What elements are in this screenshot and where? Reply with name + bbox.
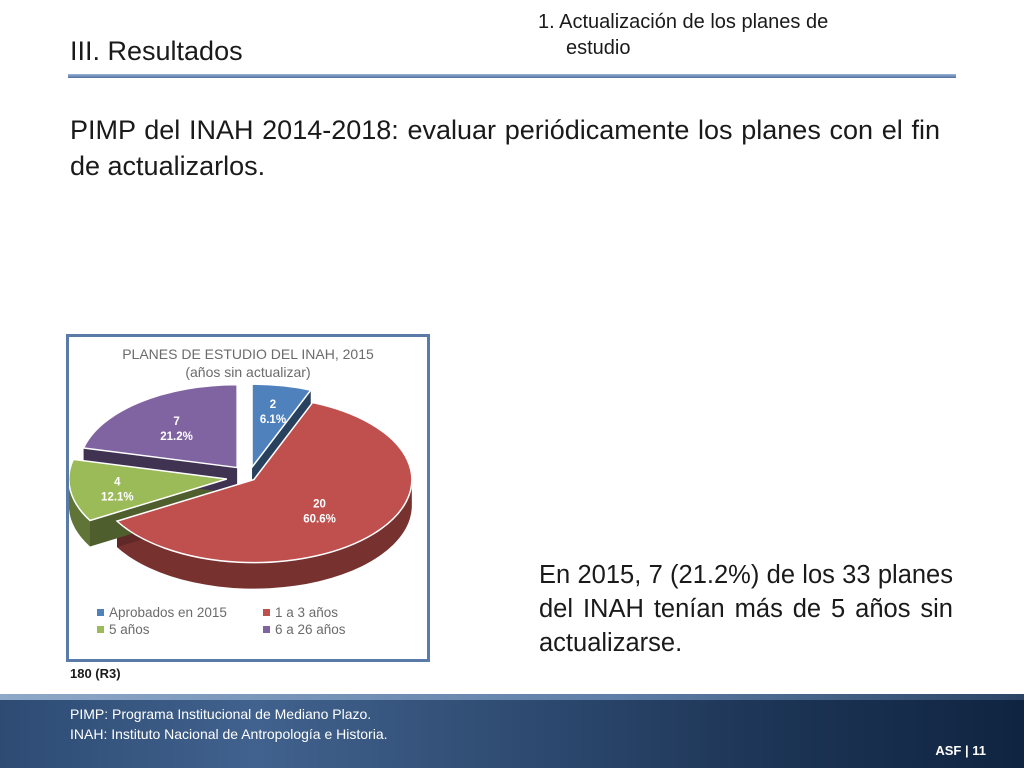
data-label-value-3: 7 <box>173 416 179 428</box>
legend-swatch <box>263 608 270 616</box>
data-label-percent-1: 60.6% <box>303 514 336 526</box>
topic-line-2: estudio <box>566 37 631 59</box>
legend-entry: 5 años <box>97 622 150 637</box>
page-number: ASF | 11 <box>935 743 986 758</box>
legend-swatch <box>263 625 270 633</box>
source-note: 180 (R3) <box>70 666 121 681</box>
pie-plot: 2 6.1% 20 60.6% 4 12.1% 7 21.2% <box>69 383 413 589</box>
legend-swatch <box>97 625 104 633</box>
pie-slice-2 <box>69 458 228 522</box>
pie-slice-1 <box>115 401 413 564</box>
pie-wall-1 <box>117 479 412 589</box>
data-label-percent-3: 21.2% <box>160 431 193 443</box>
footer-separator: | <box>964 743 969 758</box>
headline: PIMP del INAH 2014-2018: evaluar periódi… <box>70 115 940 181</box>
section-title: III. Resultados <box>70 36 243 66</box>
legend-entry: 1 a 3 años <box>263 605 338 620</box>
legend-label: Aprobados en 2015 <box>109 605 227 620</box>
legend-entry: 6 a 26 años <box>263 622 346 637</box>
chart-subtitle: (años sin actualizar) <box>185 364 311 380</box>
chart-title: PLANES DE ESTUDIO DEL INAH, 2015 <box>122 346 374 362</box>
data-label-percent-2: 12.1% <box>101 491 134 503</box>
pie-slice-3 <box>82 383 238 469</box>
callout-text: En 2015, 7 (21.2%) de los 33 planes del … <box>539 561 953 657</box>
legend-swatch <box>97 608 104 616</box>
pie-slice-0 <box>251 383 313 470</box>
footer-page: 11 <box>972 743 986 758</box>
legend-entry: Aprobados en 2015 <box>97 605 227 620</box>
header-rule <box>68 74 956 78</box>
pie-wall-2 <box>69 481 90 547</box>
footer-stripe <box>0 694 1024 700</box>
data-label-value-1: 20 <box>313 499 326 511</box>
footnote-inah: INAH: Instituto Nacional de Antropología… <box>70 726 388 742</box>
chart-title-block: PLANES DE ESTUDIO DEL INAH, 2015 (años s… <box>69 345 427 381</box>
footer-org: ASF <box>935 743 962 758</box>
data-label-value-2: 4 <box>114 476 121 488</box>
footnotes: PIMP: Programa Institucional de Mediano … <box>70 704 388 744</box>
topic-line-1: 1. Actualización de los planes de <box>538 11 829 33</box>
legend-label: 5 años <box>109 622 150 637</box>
data-label-percent-0: 6.1% <box>260 414 286 426</box>
footnote-pimp: PIMP: Programa Institucional de Mediano … <box>70 706 372 722</box>
legend-label: 6 a 26 años <box>275 622 346 637</box>
data-label-value-0: 2 <box>270 399 276 411</box>
topic-heading: 1. Actualización de los planes de estudi… <box>538 9 918 61</box>
pie-chart: PLANES DE ESTUDIO DEL INAH, 2015 (años s… <box>66 334 430 662</box>
legend-label: 1 a 3 años <box>275 605 339 620</box>
footer-band <box>0 700 1024 768</box>
